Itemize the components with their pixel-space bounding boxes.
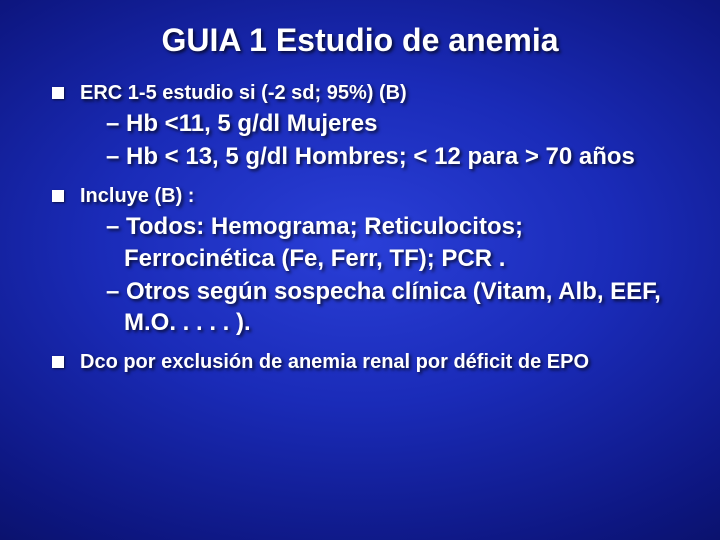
bullet-text-3: Dco por exclusión de anemia renal por dé… <box>80 350 589 375</box>
square-bullet-icon <box>52 87 64 99</box>
bullet-text-1: ERC 1-5 estudio si (-2 sd; 95%) (B) <box>80 81 407 106</box>
bullet-text-2: Incluye (B) : <box>80 184 194 209</box>
sub-item-1: – Hb <11, 5 g/dl Mujeres <box>106 108 672 139</box>
square-bullet-icon <box>52 190 64 202</box>
sub-item-2: – Hb < 13, 5 g/dl Hombres; < 12 para > 7… <box>106 141 672 172</box>
square-bullet-icon <box>52 356 64 368</box>
slide-title: GUIA 1 Estudio de anemia <box>28 22 692 59</box>
bullet-item-1: ERC 1-5 estudio si (-2 sd; 95%) (B) <box>28 81 692 106</box>
bullet-item-3: Dco por exclusión de anemia renal por dé… <box>28 350 692 375</box>
sub-item-3: – Todos: Hemograma; Reticulocitos; Ferro… <box>106 211 672 273</box>
sub-item-4: – Otros según sospecha clínica (Vitam, A… <box>106 276 672 338</box>
bullet-item-2: Incluye (B) : <box>28 184 692 209</box>
